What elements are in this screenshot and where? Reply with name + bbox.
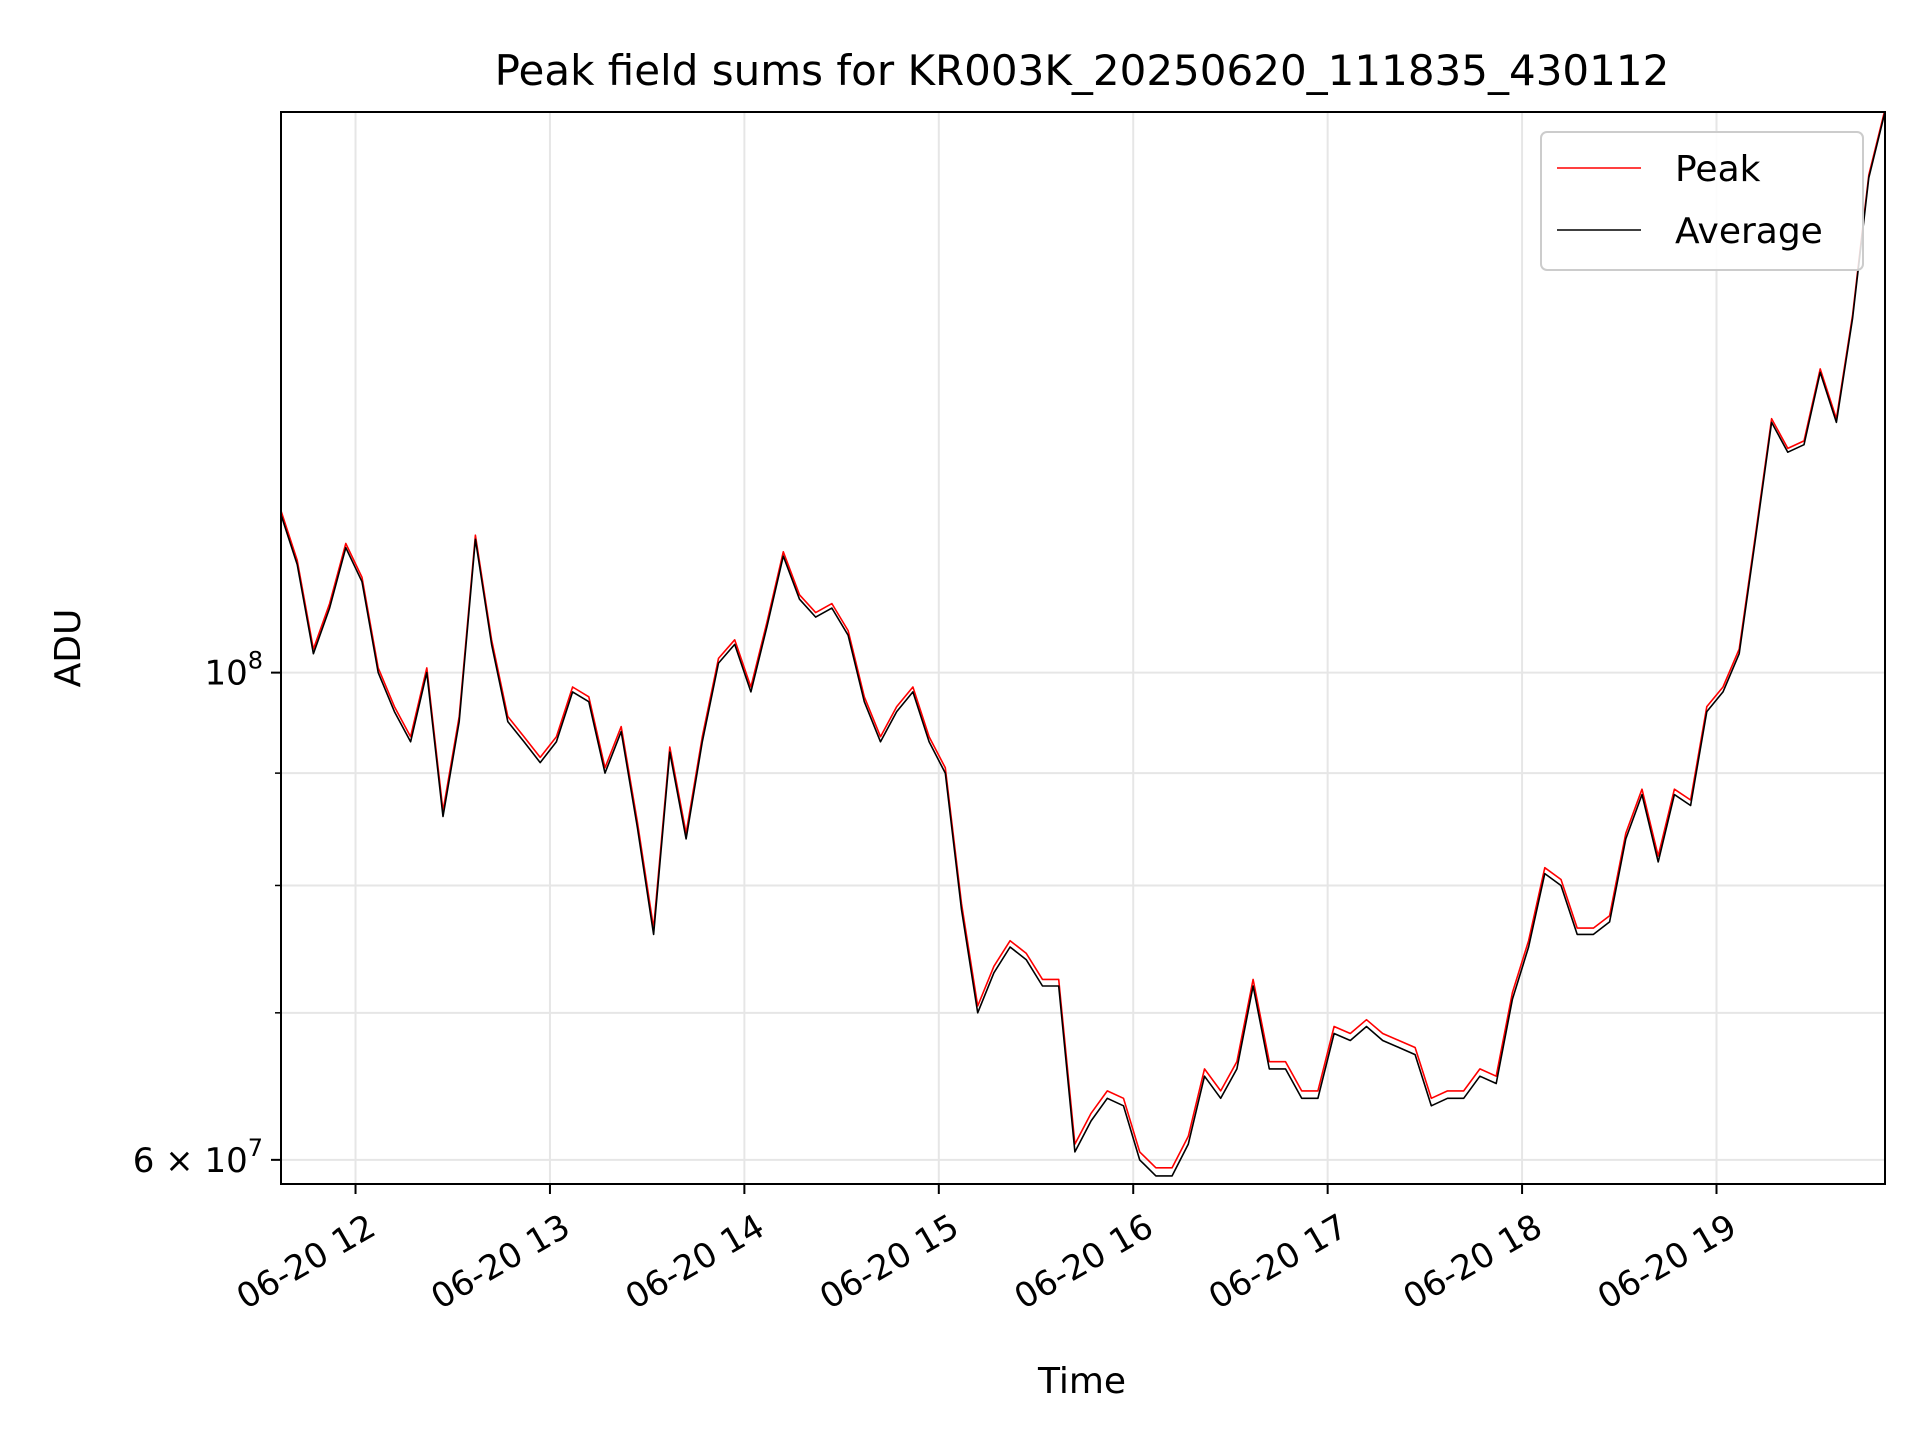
y-tick-label: 6 × 107 (133, 1134, 263, 1181)
legend-box (1540, 131, 1864, 271)
y-axis-ticks: 108 6 × 107 (133, 647, 281, 1181)
grid-lines (281, 112, 1885, 1184)
legend-peak-label: Peak (1675, 149, 1761, 190)
chart-title: Peak field sums for KR003K_20250620_1118… (495, 46, 1670, 95)
plot-series (281, 112, 1885, 1177)
legend: Peak Average (1540, 131, 1864, 271)
series-average-line (281, 112, 1885, 1177)
y-tick-label: 108 (204, 647, 263, 694)
x-axis-label: Time (1037, 1361, 1126, 1402)
series-peak-line (281, 112, 1885, 1169)
y-axis-label: ADU (48, 609, 89, 688)
legend-average-label: Average (1675, 211, 1823, 252)
plot-frame (280, 111, 1886, 1185)
